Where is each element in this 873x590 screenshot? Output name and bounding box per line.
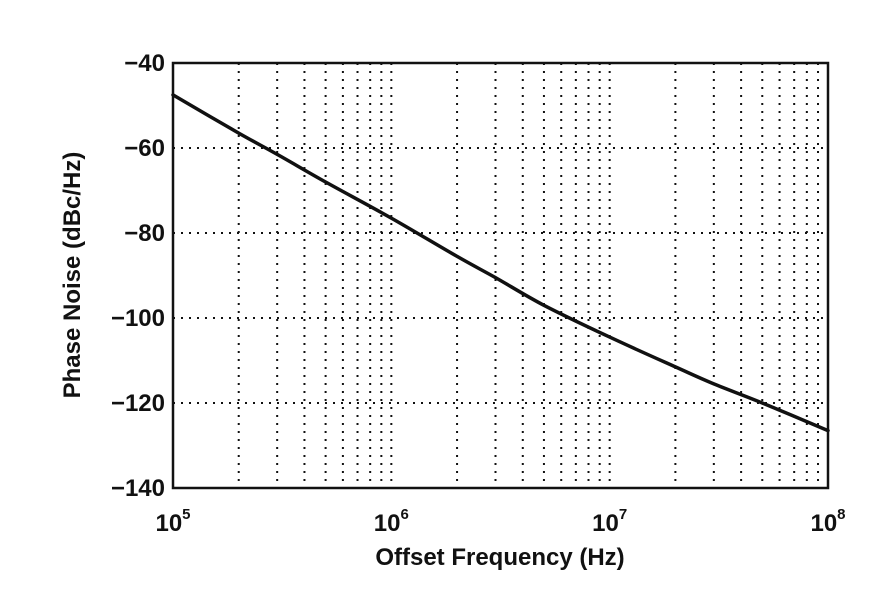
y-tick-label: −80 — [124, 220, 165, 247]
x-tick-label: 106 — [374, 506, 409, 537]
y-axis-label: Phase Noise (dBc/Hz) — [59, 152, 86, 399]
y-tick-label: −60 — [124, 135, 165, 162]
x-tick-label: 108 — [810, 506, 845, 537]
y-tick-label: −120 — [111, 390, 165, 417]
series-line — [171, 93, 830, 433]
x-axis-label: Offset Frequency (Hz) — [375, 544, 624, 571]
y-tick-labels: −40 −60 −80 −100 −120 −140 — [111, 50, 165, 502]
x-tick-label: 107 — [592, 506, 627, 537]
grid — [173, 63, 828, 488]
x-tick-labels: 105 106 107 108 — [155, 506, 845, 537]
y-tick-label: −40 — [124, 50, 165, 77]
x-tick-label: 105 — [155, 506, 190, 537]
y-tick-label: −140 — [111, 475, 165, 502]
plot-frame — [171, 61, 830, 490]
y-tick-label: −100 — [111, 305, 165, 332]
